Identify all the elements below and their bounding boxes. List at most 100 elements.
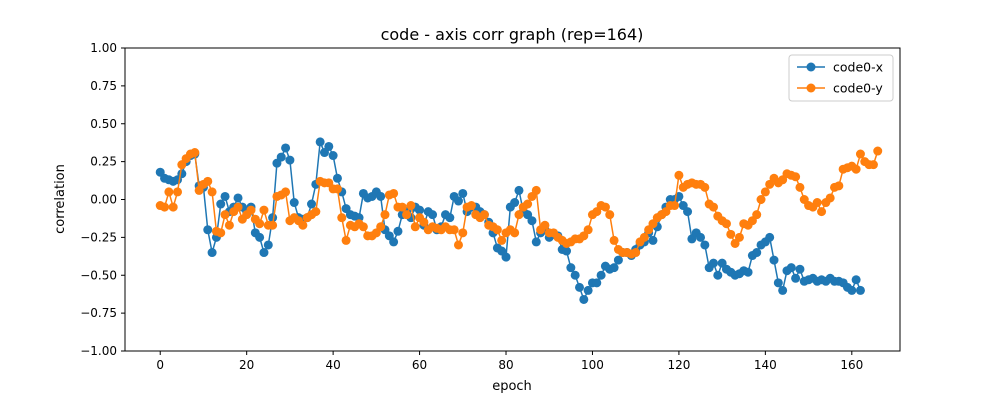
data-point xyxy=(514,185,524,195)
data-point xyxy=(328,151,338,161)
data-point xyxy=(583,225,593,235)
data-point xyxy=(190,148,200,158)
data-point xyxy=(497,235,507,245)
data-point xyxy=(847,285,857,295)
data-point xyxy=(531,237,541,247)
data-point xyxy=(600,202,610,212)
data-point xyxy=(700,240,710,250)
data-point xyxy=(453,240,463,250)
data-point xyxy=(648,235,658,245)
y-axis-label: correlation xyxy=(53,164,68,234)
data-point xyxy=(639,232,649,242)
x-tick-label: 20 xyxy=(239,358,254,372)
data-point xyxy=(415,205,425,215)
data-point xyxy=(255,219,265,229)
data-point xyxy=(851,164,861,174)
data-point xyxy=(164,187,174,197)
data-point xyxy=(376,191,386,201)
data-point xyxy=(613,255,623,265)
x-axis-label: epoch xyxy=(492,379,532,394)
data-point xyxy=(791,273,801,283)
data-point xyxy=(276,152,286,162)
data-point xyxy=(825,193,835,203)
data-point xyxy=(207,248,217,258)
data-point xyxy=(855,149,865,159)
y-tick-label: 0.25 xyxy=(90,155,117,169)
data-point xyxy=(332,184,342,194)
data-point xyxy=(670,201,680,211)
data-point xyxy=(233,193,243,203)
legend-item: code0-y xyxy=(797,81,883,96)
data-point xyxy=(419,217,429,227)
data-point xyxy=(458,228,468,238)
chart-title: code - axis corr graph (rep=164) xyxy=(381,25,644,44)
data-point xyxy=(449,225,459,235)
data-point xyxy=(389,188,399,198)
data-point xyxy=(778,285,788,295)
y-tick-label: 1.00 xyxy=(90,41,117,55)
x-tick-label: 60 xyxy=(412,358,427,372)
data-point xyxy=(855,285,865,295)
data-point xyxy=(220,191,230,201)
legend-item: code0-x xyxy=(797,60,883,75)
data-point xyxy=(609,235,619,245)
data-point xyxy=(173,187,183,197)
data-point xyxy=(307,199,317,209)
data-point xyxy=(177,169,187,179)
data-point xyxy=(216,228,226,238)
data-point xyxy=(713,270,723,280)
data-point xyxy=(341,235,351,245)
data-point xyxy=(224,220,234,230)
data-point xyxy=(795,264,805,274)
data-point xyxy=(760,187,770,197)
data-point xyxy=(263,240,273,250)
data-point xyxy=(752,210,762,220)
data-point xyxy=(315,137,325,147)
legend-marker xyxy=(806,62,816,72)
data-point xyxy=(812,198,822,208)
legend: code0-x code0-y xyxy=(788,54,894,102)
data-point xyxy=(168,202,178,212)
data-point xyxy=(285,155,295,165)
data-point xyxy=(259,248,269,258)
data-point xyxy=(726,229,736,239)
y-tick-label: −1.00 xyxy=(80,344,117,358)
data-point xyxy=(700,182,710,192)
data-point xyxy=(492,225,502,235)
data-point xyxy=(255,232,265,242)
legend-label: code0-x xyxy=(833,60,883,75)
data-point xyxy=(268,213,278,223)
data-point xyxy=(743,267,753,277)
data-point xyxy=(868,160,878,170)
x-tick-label: 120 xyxy=(667,358,690,372)
data-point xyxy=(324,141,334,151)
data-point xyxy=(683,207,693,217)
data-point xyxy=(791,172,801,182)
y-tick-label: −0.25 xyxy=(80,230,117,244)
data-point xyxy=(389,237,399,247)
data-point xyxy=(393,226,403,236)
data-point xyxy=(609,263,619,273)
data-point xyxy=(674,170,684,180)
data-point xyxy=(579,294,589,304)
data-point xyxy=(281,143,291,153)
data-point xyxy=(380,210,390,220)
data-point xyxy=(873,146,883,156)
data-point xyxy=(510,228,520,238)
data-point xyxy=(531,185,541,195)
data-point xyxy=(773,278,783,288)
data-point xyxy=(376,222,386,232)
data-point xyxy=(795,182,805,192)
data-point xyxy=(605,210,615,220)
data-point xyxy=(514,210,524,220)
data-point xyxy=(721,219,731,229)
data-point xyxy=(203,225,213,235)
data-point xyxy=(596,270,606,280)
x-tick-label: 100 xyxy=(581,358,604,372)
data-point xyxy=(233,202,243,212)
data-point xyxy=(203,176,213,186)
data-point xyxy=(289,198,299,208)
data-point xyxy=(216,199,226,209)
